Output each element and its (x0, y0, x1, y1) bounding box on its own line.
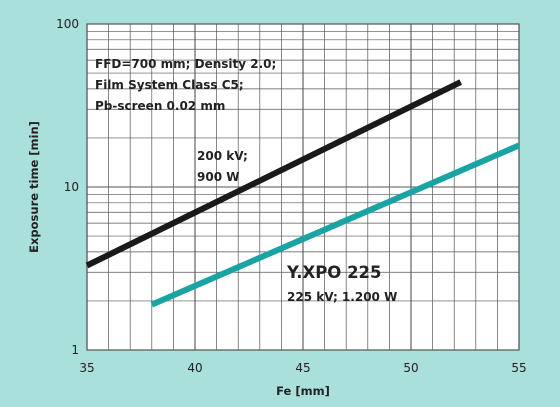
series-line-2 (150, 142, 521, 308)
x-tick-label: 40 (187, 361, 202, 375)
tick-labels: 35 40 45 50 55 1 10 100 (56, 17, 527, 375)
x-axis-title: Fe [mm] (276, 384, 330, 398)
y-tick-label: 100 (56, 17, 79, 31)
series1-label-line-2: 900 W (197, 170, 239, 184)
series2-title: Y.XPO 225 (286, 263, 382, 282)
conditions-line-2: Film System Class C5; (95, 78, 244, 92)
x-tick-label: 50 (403, 361, 418, 375)
conditions-line-3: Pb-screen 0.02 mm (95, 99, 225, 113)
series-layer (85, 79, 521, 308)
x-tick-label: 55 (511, 361, 526, 375)
conditions-line-1: FFD=700 mm; Density 2.0; (95, 57, 276, 71)
x-tick-label: 45 (295, 361, 310, 375)
plot-frame (86, 23, 520, 351)
x-tick-label: 35 (79, 361, 94, 375)
series2-label: 225 kV; 1.200 W (287, 290, 397, 304)
y-tick-label: 10 (64, 180, 79, 194)
grid (86, 23, 520, 351)
y-tick-label: 1 (71, 343, 79, 357)
series-line-1 (85, 79, 463, 269)
y-axis-title: Exposure time [min] (27, 121, 41, 253)
series1-label-line-1: 200 kV; (197, 149, 248, 163)
